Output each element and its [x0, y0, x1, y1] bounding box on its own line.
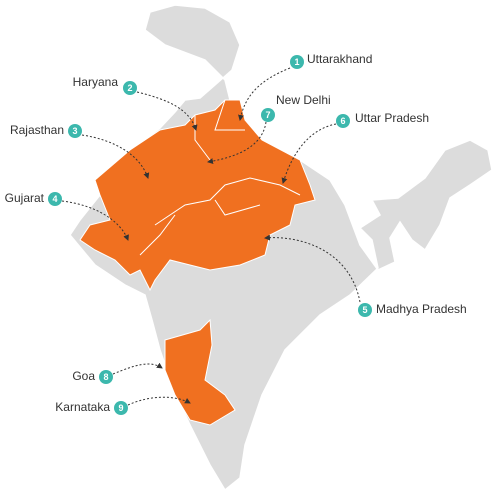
number-badge: [114, 401, 128, 415]
number-badge: [358, 303, 372, 317]
leader-arrow: [81, 134, 150, 179]
state-name: Madhya Pradesh: [376, 302, 467, 316]
leader-arrow: [61, 200, 129, 241]
badge-number: 6: [340, 116, 345, 126]
number-badge: [123, 81, 137, 95]
number-badge: [48, 192, 62, 206]
badge-number: 4: [52, 194, 57, 204]
badge-number: 3: [72, 126, 77, 136]
badge-number: 7: [265, 110, 270, 120]
state-name: Haryana: [73, 75, 119, 89]
highlighted-states: [79, 99, 316, 426]
leader-arrow: [281, 123, 337, 184]
state-name: Gujarat: [5, 191, 45, 205]
badge-number: 2: [127, 83, 132, 93]
number-badge: [336, 114, 350, 128]
state-labels: 1 Uttarakhand 2 Haryana 3 Rajasthan 4 Gujarat 5 M…: [5, 52, 467, 415]
state-name: Goa: [72, 369, 95, 383]
number-badge: [68, 124, 82, 138]
badge-number: 9: [118, 403, 123, 413]
number-badge: [290, 55, 304, 69]
leader-arrow: [238, 67, 291, 121]
state-name: Karnataka: [55, 400, 110, 414]
state-name: Uttar Pradesh: [355, 111, 429, 125]
badge-number: 5: [362, 305, 367, 315]
number-badge: [99, 370, 113, 384]
leader-arrow: [136, 91, 198, 131]
leader-arrow: [112, 362, 163, 375]
badge-number: 1: [294, 57, 299, 67]
badge-number: 8: [103, 372, 108, 382]
state-name: Rajasthan: [10, 123, 64, 137]
number-badge: [261, 108, 275, 122]
leader-arrow: [264, 234, 361, 303]
leader-arrow: [207, 121, 267, 165]
state-name: New Delhi: [276, 93, 331, 107]
state-name: Uttarakhand: [307, 52, 372, 66]
